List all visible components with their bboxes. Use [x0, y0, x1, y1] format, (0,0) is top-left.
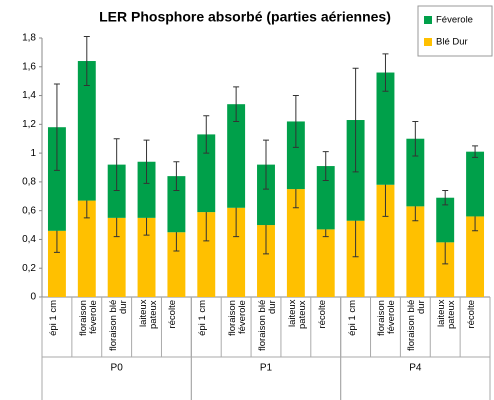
bar-segment: [316, 166, 335, 230]
bar-segment: [466, 216, 485, 297]
y-tick-label: 1,4: [22, 90, 36, 101]
bar-segment: [77, 200, 96, 297]
error-bar: [143, 139, 150, 184]
bar-segment: [197, 212, 216, 297]
error-bar: [382, 53, 389, 92]
group-label: P1: [260, 363, 273, 374]
x-tick-label: récolte: [316, 300, 328, 329]
y-tick-label: 0,8: [22, 177, 36, 188]
x-tick-label: floraison féverole: [227, 300, 249, 336]
bar-segment: [107, 164, 126, 218]
bar-segment: [167, 232, 186, 297]
y-tick-label: 0: [30, 292, 36, 303]
error-bar: [472, 145, 479, 158]
bar-segment: [47, 127, 66, 231]
error-bar: [292, 95, 299, 148]
x-tick-label: floraison blé dur: [107, 300, 129, 352]
error-bar: [442, 190, 449, 206]
bar-segment: [107, 217, 126, 297]
bar-segment: [346, 220, 365, 297]
bar-segment: [197, 134, 216, 213]
legend-swatch: [424, 16, 432, 24]
bar-segment: [286, 121, 305, 190]
bar-segment: [406, 206, 425, 297]
error-bar: [412, 120, 419, 157]
x-tick-label: récolte: [167, 300, 179, 329]
x-tick-label: floraison blé dur: [406, 300, 428, 352]
y-tick-label: 1,8: [22, 33, 36, 44]
x-tick-label: laiteux pateux: [137, 300, 159, 329]
y-tick-label: 1,6: [22, 61, 36, 72]
x-tick-label: floraison féverole: [376, 300, 398, 336]
bar-segment: [466, 151, 485, 217]
bar-segment: [376, 72, 395, 185]
y-tick-label: 1,2: [22, 119, 36, 130]
x-tick-label: floraison féverole: [77, 300, 99, 336]
bar-segment: [436, 197, 455, 243]
x-tick-label: laiteux pateux: [286, 300, 308, 329]
bar-segment: [376, 184, 395, 297]
bar-segment: [137, 161, 156, 218]
legend-box: [417, 5, 493, 57]
bar-segment: [167, 176, 186, 233]
legend-label: Féverole: [436, 15, 473, 26]
error-bar: [83, 36, 90, 86]
bar-segment: [257, 225, 275, 297]
error-bar: [352, 67, 359, 173]
x-tick-label: laiteux pateux: [436, 300, 458, 329]
x-tick-label: épi 1 cm: [197, 300, 209, 336]
bar-segment: [406, 138, 425, 207]
y-tick-label: 0,4: [22, 234, 36, 245]
bar-segment: [257, 164, 275, 226]
x-tick-label: floraison blé dur: [257, 300, 278, 352]
bar-segment: [47, 230, 66, 297]
error-bar: [233, 86, 240, 122]
error-bar: [322, 151, 329, 181]
error-bar: [173, 161, 180, 192]
group-label: P0: [111, 363, 124, 374]
error-bar: [53, 83, 60, 171]
error-bar: [203, 115, 210, 154]
error-bar: [263, 139, 269, 190]
error-bar: [113, 138, 120, 192]
x-tick-label: épi 1 cm: [47, 300, 59, 336]
legend-swatch: [424, 38, 432, 46]
x-tick-label: épi 1 cm: [346, 300, 358, 336]
bar-segment: [316, 229, 335, 297]
bar-segment: [227, 207, 246, 297]
group-label: P4: [409, 363, 422, 374]
bar-segment: [286, 189, 305, 297]
x-tick-label: récolte: [466, 300, 478, 329]
y-tick-label: 0,2: [22, 263, 36, 274]
bar-segment: [77, 61, 96, 201]
bar-segment: [227, 104, 246, 208]
bar-segment: [137, 217, 156, 297]
y-tick-label: 0,6: [22, 205, 36, 216]
chart-title: LER Phosphore absorbé (parties aériennes…: [99, 9, 391, 25]
y-tick-label: 1: [30, 148, 36, 159]
legend-label: Blé Dur: [436, 37, 468, 48]
bar-segment: [436, 242, 455, 297]
